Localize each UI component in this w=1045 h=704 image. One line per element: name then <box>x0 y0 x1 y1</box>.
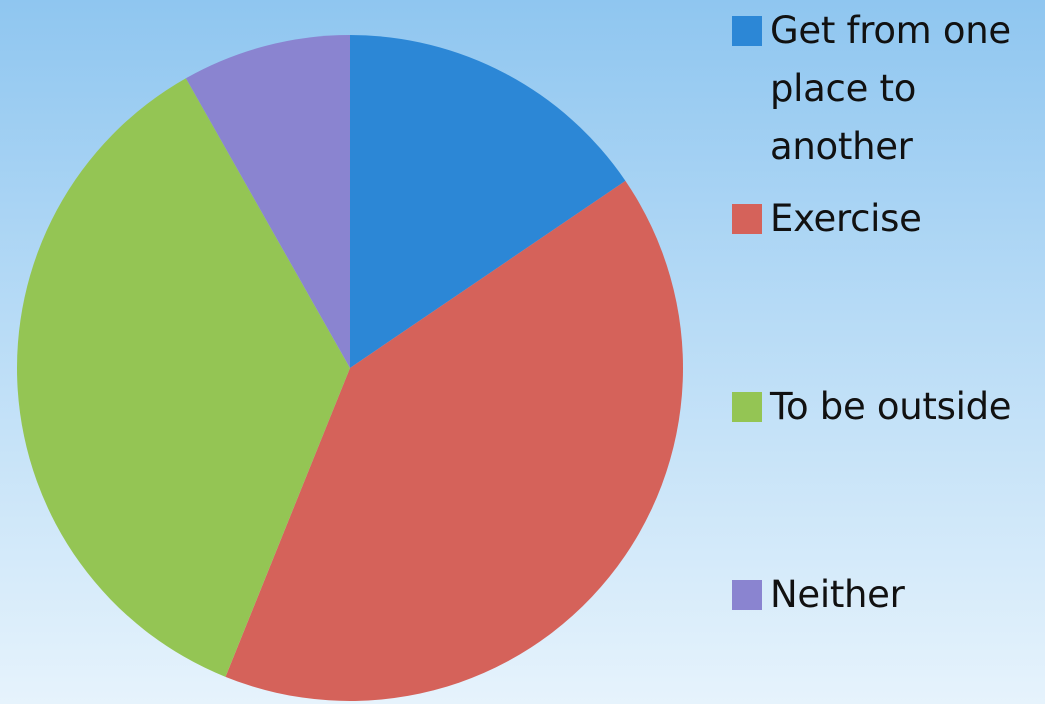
legend-item-neither: Neither <box>732 566 1040 624</box>
legend-item-to-be-outside: To be outside <box>732 378 1040 436</box>
pie-slice-exercise <box>225 180 684 702</box>
legend-label-get-from-one-place: Get from one place to another <box>770 9 1011 168</box>
legend-swatch-exercise <box>732 204 762 234</box>
pie-slices <box>16 34 684 702</box>
legend-label-exercise: Exercise <box>770 197 922 240</box>
legend: Get from one place to another Exercise T… <box>732 0 1045 704</box>
legend-swatch-get-from-one-place <box>732 16 762 46</box>
legend-item-get-from-one-place: Get from one place to another <box>732 2 1040 176</box>
legend-swatch-neither <box>732 580 762 610</box>
legend-label-to-be-outside: To be outside <box>770 385 1012 428</box>
pie-slice-to-be-outside <box>16 78 351 677</box>
legend-swatch-to-be-outside <box>732 392 762 422</box>
pie-slice-neither <box>185 34 350 368</box>
legend-item-exercise: Exercise <box>732 190 1040 248</box>
pie-slice-get-from-one-place <box>350 35 626 368</box>
legend-label-neither: Neither <box>770 573 905 616</box>
